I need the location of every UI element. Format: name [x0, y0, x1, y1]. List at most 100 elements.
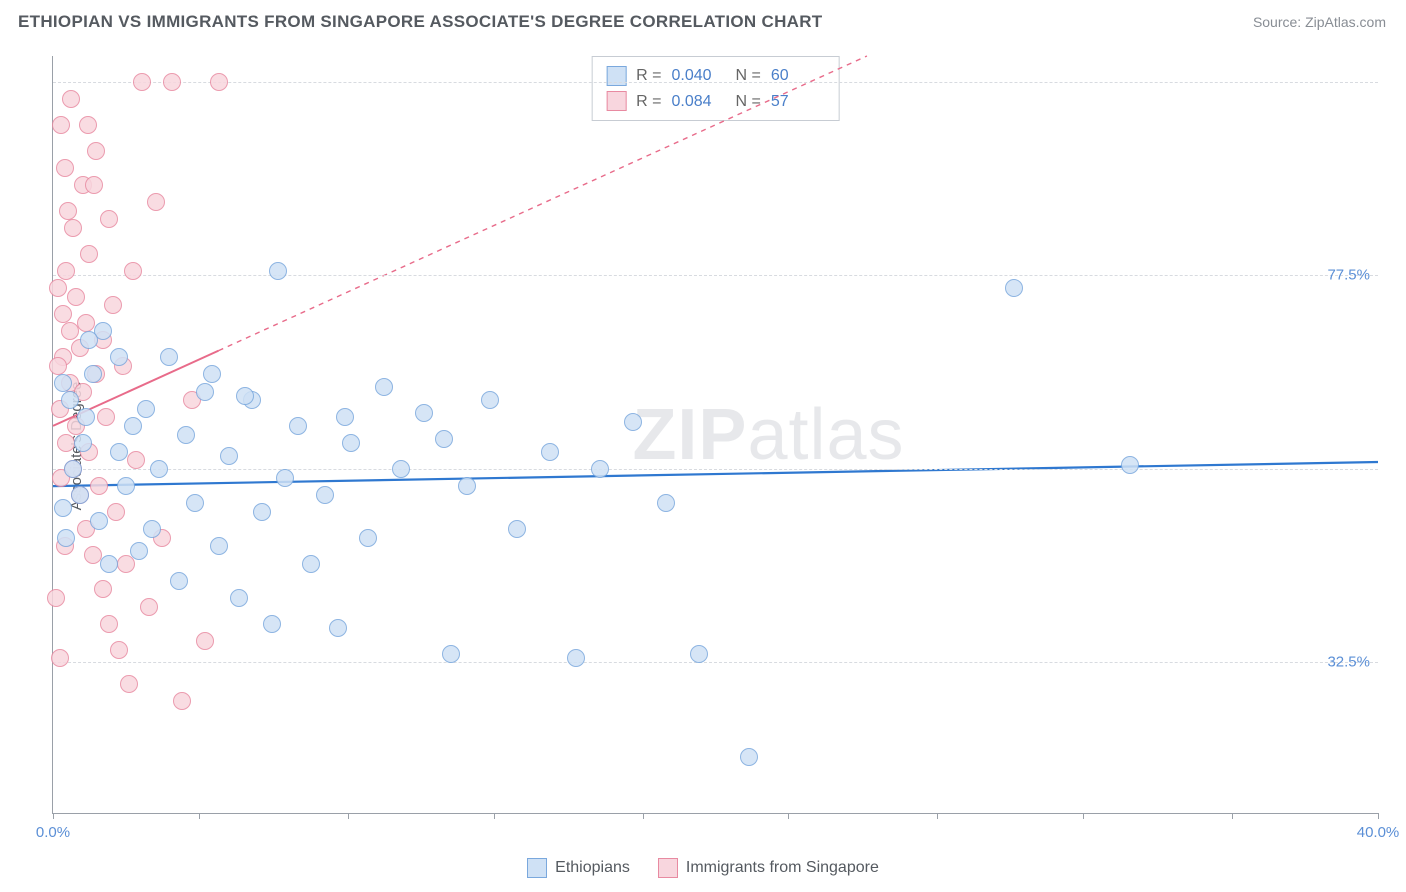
- scatter-point: [163, 73, 181, 91]
- scatter-point: [100, 615, 118, 633]
- x-tick: [494, 813, 495, 819]
- scatter-point: [80, 331, 98, 349]
- legend-swatch: [606, 91, 626, 111]
- scatter-point: [64, 219, 82, 237]
- legend-swatch: [606, 66, 626, 86]
- scatter-point: [173, 692, 191, 710]
- scatter-point: [77, 408, 95, 426]
- scatter-point: [59, 202, 77, 220]
- scatter-point: [170, 572, 188, 590]
- scatter-point: [52, 116, 70, 134]
- series-legend: Ethiopians Immigrants from Singapore: [0, 858, 1406, 878]
- scatter-point: [124, 417, 142, 435]
- scatter-point: [220, 447, 238, 465]
- scatter-point: [133, 73, 151, 91]
- scatter-point: [62, 90, 80, 108]
- scatter-point: [342, 434, 360, 452]
- x-tick: [199, 813, 200, 819]
- scatter-point: [177, 426, 195, 444]
- scatter-point: [110, 348, 128, 366]
- scatter-point: [61, 322, 79, 340]
- scatter-point: [1121, 456, 1139, 474]
- scatter-point: [196, 383, 214, 401]
- scatter-point: [84, 365, 102, 383]
- scatter-point: [481, 391, 499, 409]
- chart-header: ETHIOPIAN VS IMMIGRANTS FROM SINGAPORE A…: [0, 0, 1406, 40]
- watermark: ZIPatlas: [632, 394, 904, 476]
- scatter-point: [508, 520, 526, 538]
- gridline: [53, 82, 1378, 83]
- gridline: [53, 469, 1378, 470]
- chart-title: ETHIOPIAN VS IMMIGRANTS FROM SINGAPORE A…: [18, 12, 822, 32]
- stats-legend-row: R =0.040N =60: [606, 63, 825, 89]
- legend-label: Immigrants from Singapore: [686, 859, 879, 877]
- scatter-point: [107, 503, 125, 521]
- legend-swatch: [527, 858, 547, 878]
- scatter-point: [140, 598, 158, 616]
- scatter-point: [74, 434, 92, 452]
- scatter-point: [67, 288, 85, 306]
- r-label: R =: [636, 89, 661, 115]
- scatter-point: [458, 477, 476, 495]
- scatter-point: [196, 632, 214, 650]
- scatter-point: [210, 537, 228, 555]
- scatter-point: [49, 357, 67, 375]
- x-tick: [788, 813, 789, 819]
- scatter-point: [435, 430, 453, 448]
- x-tick-label: 40.0%: [1357, 824, 1400, 841]
- scatter-point: [124, 262, 142, 280]
- scatter-point: [591, 460, 609, 478]
- scatter-point: [49, 279, 67, 297]
- scatter-point: [57, 434, 75, 452]
- scatter-point: [127, 451, 145, 469]
- x-tick: [643, 813, 644, 819]
- scatter-point: [392, 460, 410, 478]
- x-tick: [1083, 813, 1084, 819]
- r-value: 0.084: [672, 89, 726, 115]
- scatter-point: [336, 408, 354, 426]
- scatter-point: [359, 529, 377, 547]
- legend-item: Immigrants from Singapore: [658, 858, 879, 878]
- gridline: [53, 662, 1378, 663]
- scatter-point: [276, 469, 294, 487]
- plot-region: ZIPatlas R =0.040N =60R =0.084N =57 32.5…: [52, 56, 1378, 814]
- scatter-point: [110, 443, 128, 461]
- scatter-point: [56, 159, 74, 177]
- stats-legend: R =0.040N =60R =0.084N =57: [591, 56, 840, 121]
- scatter-point: [415, 404, 433, 422]
- scatter-point: [80, 245, 98, 263]
- scatter-point: [117, 477, 135, 495]
- scatter-point: [130, 542, 148, 560]
- scatter-point: [236, 387, 254, 405]
- scatter-point: [1005, 279, 1023, 297]
- scatter-point: [94, 580, 112, 598]
- stats-legend-row: R =0.084N =57: [606, 89, 825, 115]
- scatter-point: [160, 348, 178, 366]
- scatter-point: [77, 314, 95, 332]
- scatter-point: [85, 176, 103, 194]
- scatter-point: [567, 649, 585, 667]
- x-tick: [1378, 813, 1379, 819]
- scatter-point: [97, 408, 115, 426]
- scatter-point: [57, 262, 75, 280]
- scatter-point: [47, 589, 65, 607]
- scatter-point: [442, 645, 460, 663]
- legend-swatch: [658, 858, 678, 878]
- y-tick-label: 32.5%: [1327, 654, 1370, 671]
- scatter-point: [90, 477, 108, 495]
- scatter-point: [120, 675, 138, 693]
- scatter-point: [54, 374, 72, 392]
- scatter-point: [54, 499, 72, 517]
- x-tick-label: 0.0%: [36, 824, 70, 841]
- scatter-point: [79, 116, 97, 134]
- scatter-point: [51, 649, 69, 667]
- legend-item: Ethiopians: [527, 858, 630, 878]
- r-label: R =: [636, 63, 661, 89]
- scatter-point: [100, 555, 118, 573]
- x-tick: [937, 813, 938, 819]
- x-tick: [348, 813, 349, 819]
- scatter-point: [64, 460, 82, 478]
- source-label: Source: ZipAtlas.com: [1253, 14, 1386, 30]
- scatter-point: [690, 645, 708, 663]
- gridline: [53, 275, 1378, 276]
